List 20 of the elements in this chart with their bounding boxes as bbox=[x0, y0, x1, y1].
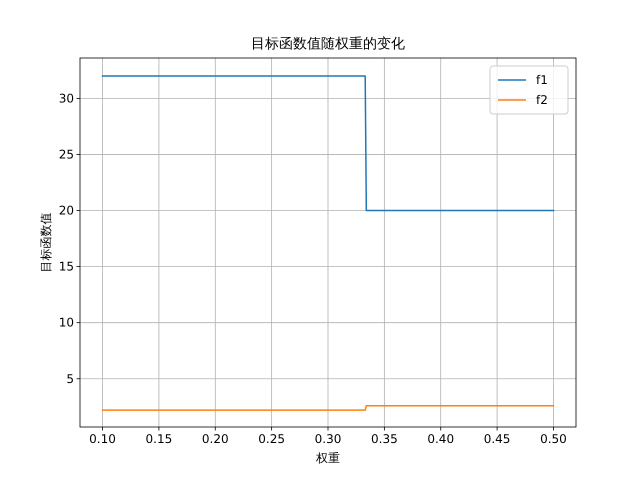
x-tick-label: 0.10 bbox=[89, 432, 116, 446]
x-tick-label: 0.25 bbox=[258, 432, 285, 446]
legend-label: f1 bbox=[536, 73, 548, 87]
y-tick-label: 20 bbox=[58, 204, 74, 218]
x-tick-label: 0.15 bbox=[146, 432, 172, 446]
x-tick-label: 0.45 bbox=[484, 432, 510, 446]
y-tick-label: 10 bbox=[58, 316, 74, 330]
y-tick-label: 15 bbox=[58, 260, 74, 274]
x-axis-title: 权重 bbox=[315, 451, 340, 465]
y-tick-label: 5 bbox=[66, 372, 74, 386]
x-tick-label: 0.35 bbox=[371, 432, 398, 446]
x-tick-label: 0.50 bbox=[540, 432, 567, 446]
chart-title: 目标函数值随权重的变化 bbox=[251, 36, 405, 52]
y-axis-title: 目标函数值 bbox=[39, 212, 53, 272]
x-tick-label: 0.30 bbox=[314, 432, 342, 446]
y-tick-label: 25 bbox=[58, 147, 74, 162]
x-tick-label: 0.40 bbox=[427, 432, 454, 446]
y-tick-label: 30 bbox=[58, 91, 74, 106]
x-tick-label: 0.20 bbox=[202, 432, 229, 446]
legend-label: f2 bbox=[536, 93, 548, 107]
